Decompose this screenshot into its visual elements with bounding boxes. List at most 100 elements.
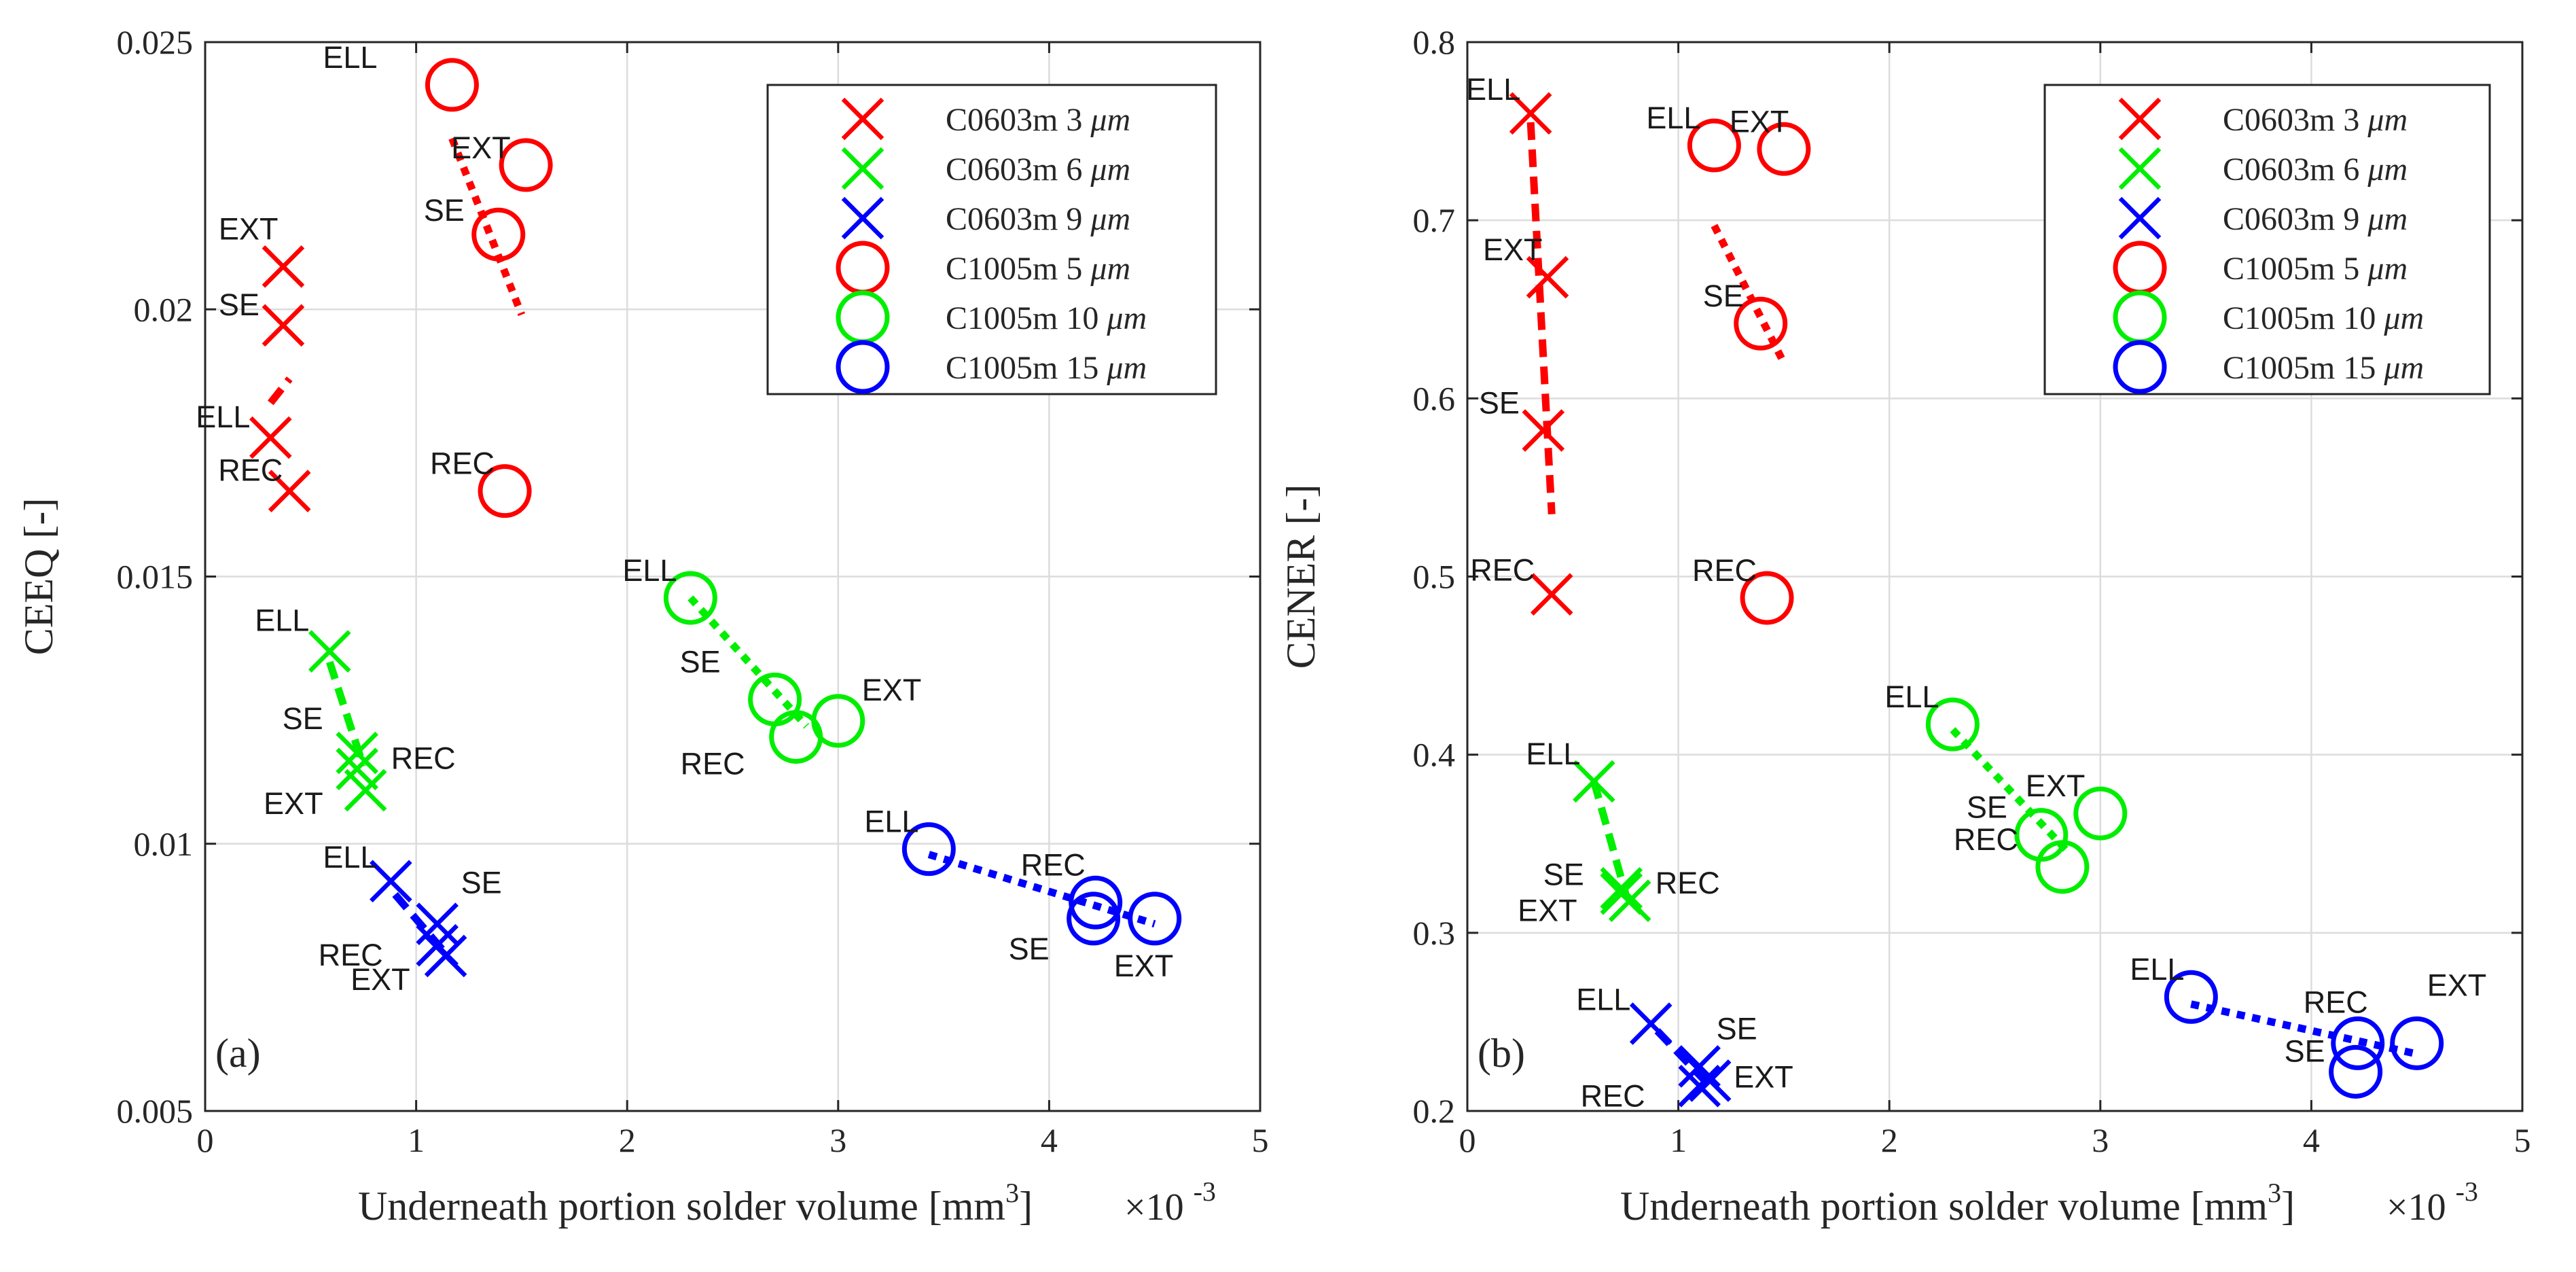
data-point xyxy=(370,860,412,903)
point-label: SE xyxy=(680,644,721,679)
legend-entry: C0603m 6 μm xyxy=(2223,152,2408,188)
point-label: EXT xyxy=(1114,949,1174,983)
point-label: EXT xyxy=(219,211,279,246)
legend-box xyxy=(2043,84,2491,395)
point-label: REC xyxy=(1656,866,1720,900)
x-tick-label: 5 xyxy=(1252,1121,1269,1159)
y-tick-label: 0.01 xyxy=(134,825,194,863)
data-point xyxy=(336,731,378,775)
legend-marker xyxy=(836,340,890,394)
trend-line xyxy=(267,376,293,406)
data-point xyxy=(1600,866,1643,910)
data-point xyxy=(344,768,387,812)
point-label: SE xyxy=(1543,857,1584,891)
data-point xyxy=(308,630,351,673)
point-label: SE xyxy=(461,866,502,900)
point-label: REC xyxy=(1692,553,1757,588)
y-tick-label: 0.025 xyxy=(117,23,194,61)
data-point xyxy=(1128,891,1182,946)
legend-entry: C1005m 5 μm xyxy=(946,251,1130,287)
point-label: EXT xyxy=(2026,768,2086,803)
legend-marker xyxy=(2118,196,2162,240)
data-point xyxy=(2073,786,2128,841)
legend-entry: C1005m 10 μm xyxy=(2223,300,2424,336)
legend-entry: C0603m 9 μm xyxy=(946,201,1130,237)
panel-b: 0 1 2 3 4 5 0.2 0.3 0.4 0.5 0.6 0.7 0.8 CENER [-] Unde… xyxy=(1278,23,2531,1229)
data-point xyxy=(1925,697,1980,752)
legend-entry: C0603m 3 μm xyxy=(946,102,1130,138)
trend-line xyxy=(687,595,810,729)
x-tick-label: 1 xyxy=(408,1121,425,1159)
y-tick-label: 0.015 xyxy=(117,558,194,596)
data-point xyxy=(901,822,956,877)
point-label: EXT xyxy=(862,673,922,707)
legend-entry: C1005m 10 μm xyxy=(946,300,1147,336)
point-label: SE xyxy=(1717,1011,1757,1046)
x-tick-label: 2 xyxy=(619,1121,636,1159)
data-point xyxy=(1526,255,1569,299)
point-label: ELL xyxy=(1466,72,1520,107)
y-tick-label: 0.7 xyxy=(1413,201,1456,239)
legend-marker xyxy=(841,97,884,141)
panel-a: 0 1 2 3 4 5 0.005 0.01 0.015 0.02 0.025 CEEQ [-] Und… xyxy=(16,23,1269,1229)
data-point xyxy=(1734,296,1788,351)
data-point xyxy=(1509,92,1552,135)
data-point xyxy=(1067,891,1121,946)
point-label: SE xyxy=(283,701,323,736)
point-label: REC xyxy=(391,741,456,776)
trend-line xyxy=(448,137,526,317)
x-axis-label: Underneath portion solder volume [mm3] xyxy=(358,1178,1033,1229)
data-point xyxy=(499,138,553,192)
legend-marker xyxy=(2118,147,2162,190)
data-point xyxy=(478,464,532,518)
y-axis-label: CEEQ [-] xyxy=(16,498,61,656)
point-label: SE xyxy=(1967,790,2007,825)
point-label: ELL xyxy=(1884,679,1939,714)
point-label: REC xyxy=(1470,553,1535,588)
y-tick-label: 0.6 xyxy=(1413,379,1456,417)
point-label: EXT xyxy=(1483,232,1543,267)
point-label: REC xyxy=(430,446,495,481)
data-point xyxy=(262,304,305,347)
x-tick-label: 4 xyxy=(1041,1121,1058,1159)
trend-line xyxy=(2190,1000,2418,1058)
trend-line xyxy=(326,660,368,768)
legend-entry: C1005m 5 μm xyxy=(2223,251,2408,287)
legend: C0603m 3 μm C0603m 6 μm C0603m 9 μm C1005m … xyxy=(2043,84,2491,395)
data-point xyxy=(1573,760,1615,803)
data-point xyxy=(1629,1002,1672,1045)
point-label: SE xyxy=(2285,1034,2325,1068)
point-label: ELL xyxy=(255,603,309,638)
point-label: REC xyxy=(1021,847,1086,882)
data-point xyxy=(2035,840,2090,894)
point-label: REC xyxy=(1581,1078,1645,1113)
data-point xyxy=(336,747,378,790)
x-multiplier: ×10 -3 xyxy=(2386,1176,2478,1229)
point-label: SE xyxy=(1009,932,1050,966)
y-tick-label: 0.4 xyxy=(1413,736,1456,774)
data-point xyxy=(425,58,479,112)
legend: C0603m 3 μm C0603m 6 μm C0603m 9 μm C1005m … xyxy=(766,84,1217,395)
x-tick-label: 0 xyxy=(1459,1121,1476,1159)
point-label: EXT xyxy=(264,786,323,821)
y-tick-label: 0.2 xyxy=(1413,1092,1456,1130)
data-point xyxy=(1687,118,1741,173)
point-label: ELL xyxy=(864,805,918,839)
legend-marker xyxy=(2113,340,2167,394)
y-tick-label: 0.8 xyxy=(1413,23,1456,61)
x-multiplier: ×10 -3 xyxy=(1124,1176,1216,1229)
data-point xyxy=(424,934,467,978)
data-point xyxy=(1530,573,1573,616)
point-label: SE xyxy=(1703,279,1744,313)
data-point xyxy=(1740,571,1794,625)
x-tick-label: 2 xyxy=(1881,1121,1898,1159)
y-tick-label: 0.5 xyxy=(1413,558,1456,596)
legend-marker xyxy=(841,147,884,190)
point-label: REC xyxy=(319,938,383,972)
point-label: EXT xyxy=(451,130,511,165)
x-axis-label: Underneath portion solder volume [mm3] xyxy=(1620,1178,2295,1229)
point-label: EXT xyxy=(1734,1059,1793,1094)
panel-label: (b) xyxy=(1478,1031,1525,1076)
point-label: EXT xyxy=(1518,894,1577,928)
